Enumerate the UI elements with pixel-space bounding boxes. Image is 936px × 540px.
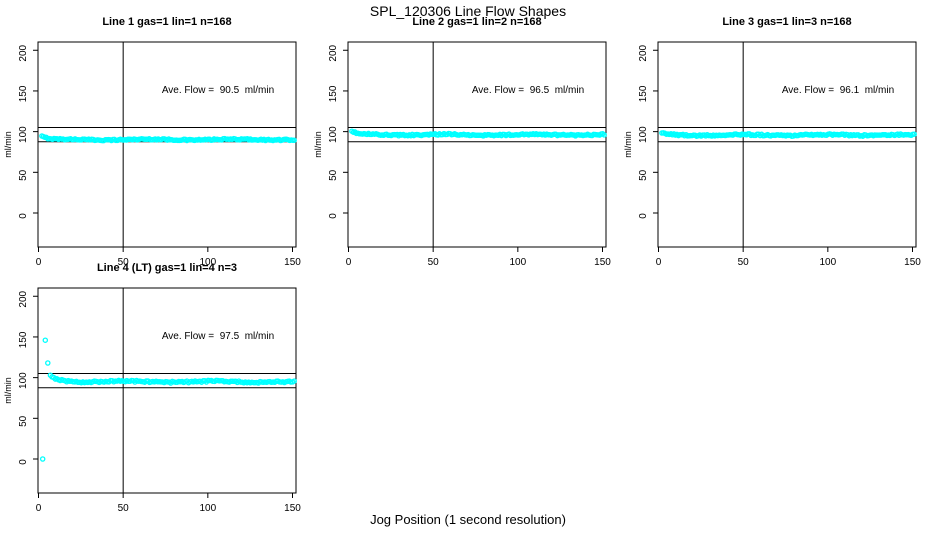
x-tick-label: 50 xyxy=(118,503,130,514)
panel-title: Line 3 gas=1 lin=3 n=168 xyxy=(722,16,852,28)
x-tick-label: 50 xyxy=(738,257,750,268)
panel-plot-svg: 0 50 100 150 200 ml/min 0 50 100 150 xyxy=(623,41,921,268)
y-tick-label: 100 xyxy=(18,126,29,143)
panel-plot-svg: 0 50 100 150 200 ml/min 0 50 100 150 xyxy=(313,41,611,268)
x-tick-label: 50 xyxy=(428,257,440,268)
y-tick-label: 50 xyxy=(18,415,29,427)
y-tick-label: 150 xyxy=(328,85,339,102)
x-tick-label: 150 xyxy=(594,257,611,268)
y-tick-label: 100 xyxy=(638,126,649,143)
y-axis-label: ml/min xyxy=(313,131,323,158)
y-tick-label: 200 xyxy=(18,44,29,61)
y-tick-label: 50 xyxy=(328,169,339,181)
data-points-group xyxy=(39,337,297,462)
x-tick-label: 0 xyxy=(36,503,42,514)
y-tick-label: 50 xyxy=(18,169,29,181)
y-tick-label: 50 xyxy=(638,169,649,181)
data-points-group xyxy=(659,130,917,139)
data-points-group xyxy=(39,133,297,144)
y-axis-label: ml/min xyxy=(3,131,13,158)
x-tick-label: 150 xyxy=(904,257,921,268)
y-tick-label: 200 xyxy=(328,44,339,61)
panel-plot-svg: 0 50 100 150 200 ml/min 0 50 100 150 xyxy=(3,41,301,268)
panel-title: Line 4 (LT) gas=1 lin=4 n=3 xyxy=(96,262,238,274)
x-axis-title: Jog Position (1 second resolution) xyxy=(370,512,566,527)
x-tick-label: 50 xyxy=(118,257,130,268)
panel-line-4: Line 4 (LT) gas=1 lin=4 n=3 Ave. Flow = 9… xyxy=(0,254,304,531)
panel-title: Line 2 gas=1 lin=2 n=168 xyxy=(412,16,542,28)
x-tick-label: 100 xyxy=(819,257,836,268)
y-tick-label: 150 xyxy=(638,85,649,102)
y-tick-label: 150 xyxy=(18,85,29,102)
y-axis-label: ml/min xyxy=(623,131,633,158)
ave-flow-annotation: Ave. Flow = 97.5 ml/min xyxy=(161,331,275,342)
y-tick-label: 200 xyxy=(18,290,29,307)
x-tick-label: 100 xyxy=(199,503,216,514)
ave-flow-annotation: Ave. Flow = 96.1 ml/min xyxy=(781,85,895,96)
x-tick-label: 0 xyxy=(346,257,352,268)
x-tick-label: 100 xyxy=(509,257,526,268)
ave-flow-annotation: Ave. Flow = 90.5 ml/min xyxy=(161,85,275,96)
plot-border xyxy=(37,287,297,494)
y-tick-label: 0 xyxy=(18,459,29,465)
x-tick-label: 100 xyxy=(199,257,216,268)
y-tick-label: 100 xyxy=(328,126,339,143)
panel-line-3: Line 3 gas=1 lin=3 n=168 Ave. Flow = 96.1… xyxy=(620,8,924,285)
y-tick-label: 0 xyxy=(18,213,29,219)
panel-title: Line 1 gas=1 lin=1 n=168 xyxy=(102,16,232,28)
panel-line-2: Line 2 gas=1 lin=2 n=168 Ave. Flow = 96.5… xyxy=(310,8,614,285)
y-tick-label: 150 xyxy=(18,331,29,348)
plot-border xyxy=(37,41,297,248)
plot-border xyxy=(657,41,917,248)
x-tick-label: 0 xyxy=(36,257,42,268)
y-tick-label: 100 xyxy=(18,372,29,389)
y-axis-label: ml/min xyxy=(3,377,13,404)
data-points-group xyxy=(349,128,607,139)
panel-line-1: Line 1 gas=1 lin=1 n=168 Ave. Flow = 90.5… xyxy=(0,8,304,285)
y-tick-label: 0 xyxy=(638,213,649,219)
x-tick-label: 150 xyxy=(284,503,301,514)
figure-title: SPL_120306 Line Flow Shapes xyxy=(369,3,567,19)
y-tick-label: 0 xyxy=(328,213,339,219)
ave-flow-annotation: Ave. Flow = 96.5 ml/min xyxy=(471,85,585,96)
plot-border xyxy=(347,41,607,248)
x-tick-label: 0 xyxy=(656,257,662,268)
y-tick-label: 200 xyxy=(638,44,649,61)
panel-plot-svg: 0 50 100 150 200 ml/min 0 50 100 150 xyxy=(3,287,301,514)
x-tick-label: 150 xyxy=(284,257,301,268)
